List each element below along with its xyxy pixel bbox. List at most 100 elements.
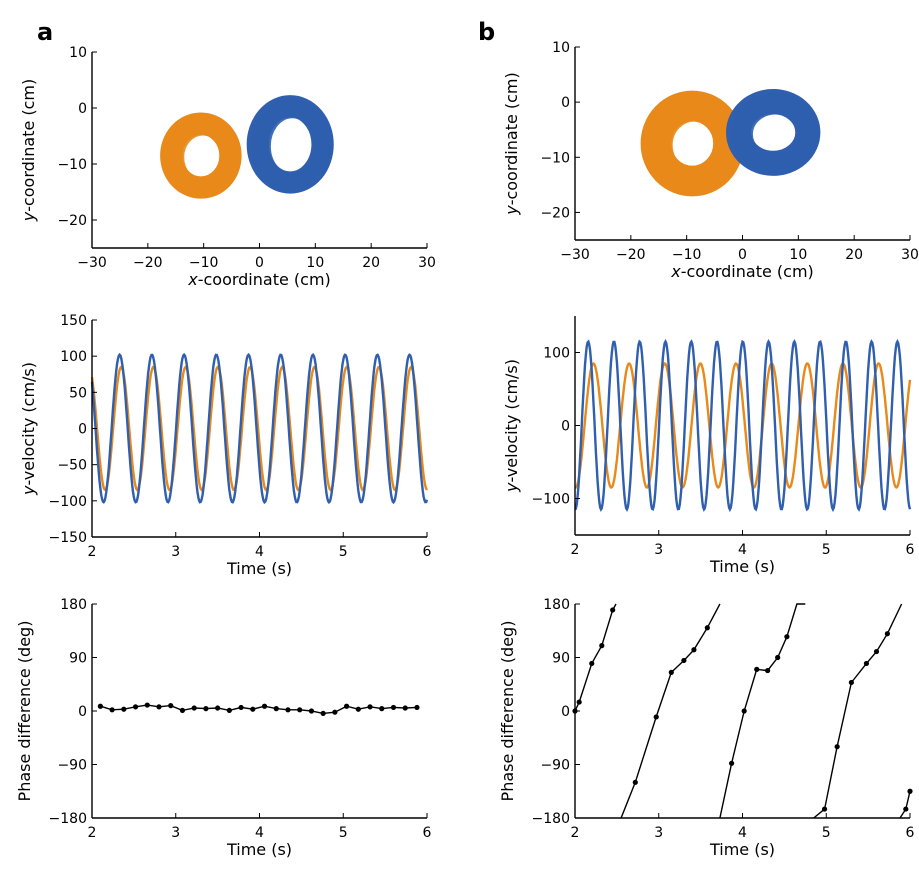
chart-b2: 2 3 4 5 6 −100 0 100 Time (s) y-velocity (cm/s) <box>502 316 915 576</box>
y-tick-label: 180 <box>60 597 87 613</box>
x-tick-label: 5 <box>339 544 348 560</box>
velocity-line-orange <box>90 365 428 492</box>
plot-area-b2 <box>574 338 912 513</box>
phase-point <box>250 706 256 712</box>
plot-area-b3 <box>572 603 913 819</box>
x-axis-label: Time (s) <box>709 840 775 859</box>
plot-area-a1 <box>160 95 334 199</box>
x-tick-label: 10 <box>789 247 807 263</box>
y-tick-label: −180 <box>49 811 87 827</box>
phase-point <box>179 707 186 714</box>
x-tick-label: 5 <box>822 825 831 841</box>
phase-point <box>226 707 232 714</box>
phase-point <box>203 706 209 712</box>
y-tick-label: −20 <box>540 205 570 221</box>
y-tick-label: 90 <box>69 651 87 667</box>
x-tick-label: 0 <box>738 247 747 263</box>
phase-segment <box>899 791 911 819</box>
phase-point <box>238 704 244 711</box>
y-tick-label: 50 <box>69 385 87 401</box>
phase-point <box>379 706 385 712</box>
phase-segment <box>574 603 617 712</box>
y-tick-label: 0 <box>78 704 87 720</box>
phase-point <box>414 704 420 711</box>
phase-point <box>320 710 326 716</box>
x-tick-label: 5 <box>339 825 348 841</box>
phase-point <box>903 806 909 812</box>
phase-point <box>765 667 771 674</box>
y-tick-label: 0 <box>561 95 570 111</box>
phase-point <box>691 647 697 653</box>
phase-segment <box>620 603 721 819</box>
velocity-line-blue <box>574 338 912 513</box>
x-tick-label: 4 <box>738 825 747 841</box>
y-tick-label: −100 <box>532 492 570 508</box>
phase-point <box>144 702 150 708</box>
panel-label-b: b <box>478 18 495 46</box>
phase-point <box>215 705 221 711</box>
x-tick-label: −30 <box>560 247 590 263</box>
phase-point <box>775 654 781 661</box>
phase-point <box>873 648 880 655</box>
y-tick-label: 0 <box>78 101 87 117</box>
phase-point <box>285 707 291 713</box>
y-tick-label: 150 <box>60 313 87 329</box>
y-axis-label: y-coordinate (cm) <box>19 79 38 223</box>
phase-point <box>576 699 582 705</box>
x-tick-label: 5 <box>822 542 831 558</box>
y-axis-label: y-velocity (cm/s) <box>19 362 38 496</box>
phase-segment <box>719 603 806 819</box>
phase-point <box>355 706 361 712</box>
y-tick-label: −180 <box>532 811 570 827</box>
phase-point <box>297 707 303 713</box>
y-tick-label: −50 <box>57 458 87 474</box>
x-tick-label: 6 <box>906 542 915 558</box>
phase-point <box>610 607 616 613</box>
phase-point <box>599 643 605 649</box>
x-tick-label: 6 <box>423 544 432 560</box>
x-tick-label: 30 <box>901 247 919 263</box>
x-axis-label: Time (s) <box>226 559 292 578</box>
phase-line <box>100 704 417 715</box>
plot-area-a3 <box>97 702 420 716</box>
phase-point <box>863 660 870 667</box>
y-tick-label: −10 <box>540 150 570 166</box>
phase-point <box>132 704 139 710</box>
phase-point <box>344 703 350 709</box>
phase-point <box>97 703 103 709</box>
y-tick-label: −20 <box>57 213 87 229</box>
x-tick-label: 10 <box>306 255 324 271</box>
trajectory-loop-inner-orange <box>165 116 242 199</box>
phase-point <box>754 666 760 672</box>
phase-point <box>784 634 790 640</box>
y-tick-label: 10 <box>69 45 87 61</box>
y-tick-label: −90 <box>540 758 570 774</box>
phase-point <box>402 705 408 711</box>
y-axis-label: Phase difference (deg) <box>15 621 34 802</box>
x-tick-label: 2 <box>571 542 580 558</box>
phase-point <box>308 708 315 714</box>
phase-point <box>168 703 174 709</box>
phase-point <box>261 703 268 709</box>
x-tick-label: 3 <box>171 825 180 841</box>
x-tick-label: −10 <box>672 247 702 263</box>
x-tick-label: 2 <box>88 825 97 841</box>
x-axis-label: Time (s) <box>226 840 292 859</box>
x-tick-label: 2 <box>571 825 580 841</box>
y-tick-label: 180 <box>543 597 570 613</box>
x-tick-label: 3 <box>171 544 180 560</box>
phase-point <box>121 706 127 712</box>
x-tick-label: 3 <box>654 825 663 841</box>
x-tick-label: 6 <box>906 825 915 841</box>
x-tick-label: 20 <box>845 247 863 263</box>
x-tick-label: −20 <box>133 255 163 271</box>
plot-area-a2 <box>90 352 429 505</box>
velocity-line-orange <box>574 361 912 490</box>
x-tick-label: 4 <box>738 542 747 558</box>
chart-a2: 2 3 4 5 6 −150 −100 −50 0 50 100 150 Time (s) y-veloc… <box>19 313 432 578</box>
trajectory-loop-inner-blue <box>251 99 334 193</box>
y-tick-label: 0 <box>78 422 87 438</box>
trajectory-loop-inner-blue <box>731 93 820 176</box>
